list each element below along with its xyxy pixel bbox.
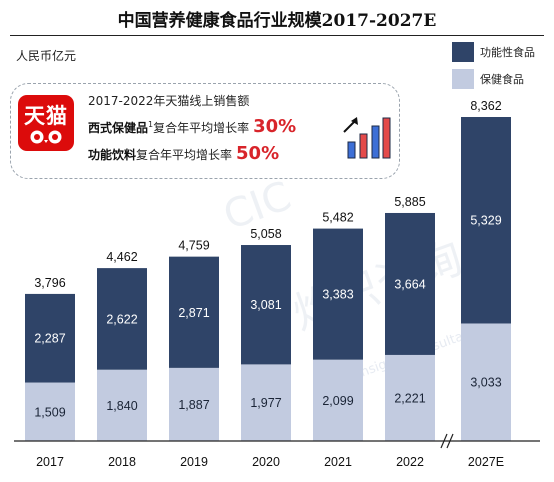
bar-segment-functional-2027E [461, 117, 511, 324]
legend: 功能性食品 保健食品 [452, 42, 535, 96]
bar-segment-health-2019 [169, 367, 219, 441]
data-label-total-2018: 4,462 [106, 250, 137, 264]
data-label-health-2027E: 3,033 [470, 376, 501, 390]
callout-line-3: 功能饮料复合年平均增长率 50% [88, 143, 279, 164]
x-tick-2018: 2018 [108, 455, 136, 469]
footnote-marker: 1 [148, 120, 154, 129]
bar-segment-health-2021 [313, 359, 363, 441]
callout-line-2: 西式保健品1复合年平均增长率 30% [88, 116, 296, 137]
legend-label-functional: 功能性食品 [480, 46, 535, 59]
data-label-total-2020: 5,058 [250, 227, 281, 241]
unit-label: 人民币亿元 [16, 49, 77, 63]
title-divider [10, 35, 544, 36]
data-label-total-2017: 3,796 [34, 276, 65, 290]
legend-item-functional: 功能性食品 [452, 42, 535, 62]
x-tick-2021: 2021 [324, 455, 352, 469]
data-label-functional-2022: 3,664 [394, 277, 425, 291]
callout-cagr-text-1: 复合年平均增长率 [153, 121, 250, 135]
axis-break-mark-2 [446, 433, 454, 449]
data-label-health-2021: 2,099 [322, 394, 353, 408]
data-label-functional-2019: 2,871 [178, 306, 209, 320]
tmall-logo-text: 天猫 [24, 104, 68, 128]
data-label-functional-2027E: 5,329 [470, 214, 501, 228]
callout-highlight-drinks: 功能饮料 [88, 148, 137, 162]
x-tick-2019: 2019 [180, 455, 208, 469]
x-tick-2022: 2022 [396, 455, 424, 469]
chart-title: 中国营养健康食品行业规模2017-2027E [117, 11, 437, 31]
tmall-cat-icon: 天猫 [18, 95, 74, 151]
data-label-health-2018: 1,840 [106, 399, 137, 413]
x-tick-2020: 2020 [252, 455, 280, 469]
callout-highlight-western: 西式保健品 [88, 121, 149, 135]
legend-label-health: 保健食品 [480, 73, 524, 86]
bar-segment-health-2022 [385, 354, 435, 441]
callout-box [10, 83, 400, 179]
data-label-total-2021: 5,482 [322, 211, 353, 225]
growth-bars-arrow-icon [343, 117, 391, 159]
bar-segment-functional-2020 [241, 245, 291, 365]
bar-segment-health-2020 [241, 364, 291, 441]
bar-segment-functional-2022 [385, 212, 435, 355]
x-tick-2017: 2017 [36, 455, 64, 469]
bar-segment-functional-2017 [25, 293, 75, 383]
bar-segment-health-2018 [97, 369, 147, 441]
bar-segment-functional-2021 [313, 228, 363, 360]
bar-segment-health-2027E [461, 323, 511, 441]
legend-swatch-functional [452, 42, 474, 62]
axis-break-mark-1 [440, 433, 448, 449]
data-label-functional-2017: 2,287 [34, 332, 65, 346]
data-label-functional-2020: 3,081 [250, 298, 281, 312]
data-label-health-2020: 1,977 [250, 396, 281, 410]
bar-segment-functional-2018 [97, 268, 147, 370]
data-label-health-2022: 2,221 [394, 391, 425, 405]
bar-segment-health-2017 [25, 382, 75, 441]
legend-item-health: 保健食品 [452, 69, 535, 89]
data-label-total-2027E: 8,362 [470, 99, 501, 113]
callout-pct-drinks: 50% [236, 143, 280, 164]
callout-pct-western: 30% [253, 116, 297, 137]
tmall-eyes-icon [30, 130, 62, 144]
callout-line-1: 2017-2022年天猫线上销售额 [88, 94, 250, 108]
data-label-functional-2021: 3,383 [322, 288, 353, 302]
callout-cagr-text-2: 复合年平均增长率 [136, 148, 233, 162]
bar-segment-functional-2019 [169, 256, 219, 368]
x-tick-2027E: 2027E [468, 455, 504, 469]
data-label-health-2017: 1,509 [34, 405, 65, 419]
data-label-total-2022: 5,885 [394, 195, 425, 209]
data-label-health-2019: 1,887 [178, 398, 209, 412]
legend-swatch-health [452, 69, 474, 89]
data-label-total-2019: 4,759 [178, 239, 209, 253]
data-label-functional-2018: 2,622 [106, 312, 137, 326]
